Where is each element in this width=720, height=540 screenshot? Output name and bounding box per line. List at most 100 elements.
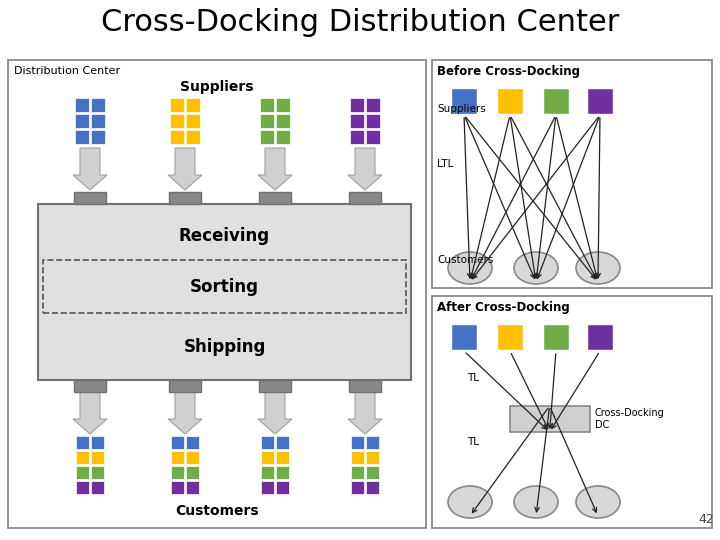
Ellipse shape bbox=[448, 486, 492, 518]
Ellipse shape bbox=[576, 486, 620, 518]
Ellipse shape bbox=[576, 252, 620, 284]
Text: Cross-Docking
DC: Cross-Docking DC bbox=[595, 408, 665, 430]
Text: Sorting: Sorting bbox=[190, 278, 259, 296]
Bar bbox=[75, 98, 89, 112]
Bar bbox=[186, 481, 199, 494]
Bar bbox=[91, 114, 105, 128]
Bar bbox=[260, 130, 274, 144]
Bar bbox=[171, 466, 184, 479]
Bar bbox=[351, 466, 364, 479]
Bar bbox=[351, 436, 364, 449]
Bar bbox=[366, 436, 379, 449]
FancyArrow shape bbox=[348, 148, 382, 190]
Bar bbox=[366, 466, 379, 479]
Bar bbox=[350, 114, 364, 128]
Bar bbox=[169, 380, 201, 392]
Bar bbox=[432, 296, 712, 528]
Bar bbox=[261, 451, 274, 464]
Bar bbox=[366, 451, 379, 464]
Text: Distribution Center: Distribution Center bbox=[14, 66, 120, 76]
Text: TL: TL bbox=[467, 437, 479, 447]
Text: Customers: Customers bbox=[175, 504, 258, 518]
Bar bbox=[76, 451, 89, 464]
Text: LTL: LTL bbox=[437, 159, 454, 169]
FancyArrow shape bbox=[73, 148, 107, 190]
Bar bbox=[366, 481, 379, 494]
Text: Cross-Docking Distribution Center: Cross-Docking Distribution Center bbox=[101, 8, 619, 37]
Bar bbox=[170, 114, 184, 128]
Bar bbox=[170, 98, 184, 112]
Bar bbox=[349, 380, 381, 392]
Bar bbox=[74, 380, 106, 392]
Bar bbox=[186, 114, 200, 128]
Bar bbox=[276, 466, 289, 479]
Bar bbox=[8, 60, 426, 528]
Bar bbox=[276, 114, 290, 128]
Bar bbox=[259, 380, 291, 392]
Bar bbox=[276, 130, 290, 144]
FancyArrow shape bbox=[168, 148, 202, 190]
Bar bbox=[169, 192, 201, 204]
Text: Suppliers: Suppliers bbox=[180, 80, 253, 94]
Text: Suppliers: Suppliers bbox=[437, 104, 486, 114]
Bar bbox=[76, 436, 89, 449]
Bar bbox=[350, 98, 364, 112]
Bar bbox=[351, 451, 364, 464]
Bar bbox=[186, 98, 200, 112]
Bar bbox=[171, 481, 184, 494]
Bar bbox=[170, 130, 184, 144]
Bar bbox=[186, 451, 199, 464]
Bar bbox=[497, 324, 523, 350]
Bar bbox=[259, 192, 291, 204]
Bar bbox=[587, 88, 613, 114]
Bar bbox=[91, 451, 104, 464]
FancyArrow shape bbox=[73, 392, 107, 434]
Bar bbox=[260, 114, 274, 128]
Text: After Cross-Docking: After Cross-Docking bbox=[437, 301, 570, 314]
Bar bbox=[543, 324, 569, 350]
Bar bbox=[43, 260, 406, 313]
Bar bbox=[510, 406, 590, 432]
Bar bbox=[76, 481, 89, 494]
Bar bbox=[186, 436, 199, 449]
Bar bbox=[276, 436, 289, 449]
Bar bbox=[74, 192, 106, 204]
Text: Before Cross-Docking: Before Cross-Docking bbox=[437, 65, 580, 78]
Bar bbox=[91, 130, 105, 144]
Bar bbox=[497, 88, 523, 114]
Bar bbox=[76, 466, 89, 479]
Bar bbox=[260, 98, 274, 112]
Text: Shipping: Shipping bbox=[184, 338, 266, 355]
Bar bbox=[75, 114, 89, 128]
Bar bbox=[432, 60, 712, 288]
Text: 42: 42 bbox=[698, 513, 714, 526]
Bar bbox=[171, 436, 184, 449]
Text: TL: TL bbox=[467, 373, 479, 383]
Bar bbox=[261, 466, 274, 479]
Bar bbox=[186, 130, 200, 144]
Ellipse shape bbox=[514, 252, 558, 284]
Bar bbox=[261, 481, 274, 494]
Bar bbox=[276, 98, 290, 112]
FancyArrow shape bbox=[168, 392, 202, 434]
Bar bbox=[366, 114, 380, 128]
Bar bbox=[587, 324, 613, 350]
Bar bbox=[276, 481, 289, 494]
Bar bbox=[276, 451, 289, 464]
Bar bbox=[171, 451, 184, 464]
Ellipse shape bbox=[448, 252, 492, 284]
Bar bbox=[91, 436, 104, 449]
Bar bbox=[451, 324, 477, 350]
FancyArrow shape bbox=[258, 148, 292, 190]
Bar bbox=[366, 130, 380, 144]
Bar bbox=[543, 88, 569, 114]
FancyArrow shape bbox=[348, 392, 382, 434]
Bar bbox=[91, 481, 104, 494]
Ellipse shape bbox=[514, 486, 558, 518]
Bar bbox=[366, 98, 380, 112]
Bar bbox=[75, 130, 89, 144]
Bar bbox=[349, 192, 381, 204]
Bar bbox=[186, 466, 199, 479]
Bar bbox=[261, 436, 274, 449]
Bar bbox=[91, 98, 105, 112]
